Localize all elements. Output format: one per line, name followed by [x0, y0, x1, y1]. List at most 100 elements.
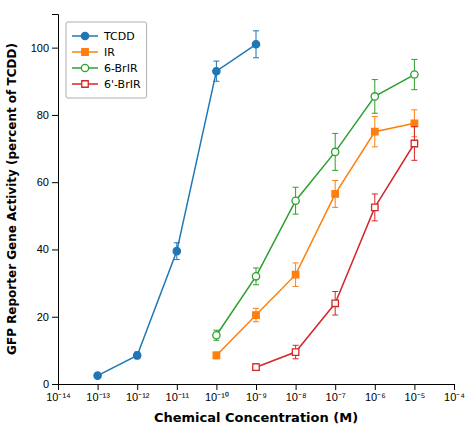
x-axis-tick-mark	[375, 384, 376, 390]
y-axis-tick-mark	[52, 384, 58, 385]
series-line	[216, 123, 414, 355]
x-axis-tick-mark	[177, 384, 178, 390]
y-axis-tick: 20	[37, 311, 58, 323]
y-axis-tick-label: 100	[31, 42, 49, 54]
error-bar	[253, 31, 259, 58]
x-axis-tick-mark	[414, 384, 415, 390]
x-axis-tick: 10⁻¹²	[126, 384, 150, 403]
x-axis-tick-label: 10⁻⁹	[246, 391, 267, 403]
x-axis-tick-label: 10⁻¹¹	[166, 391, 190, 403]
point	[213, 352, 219, 358]
x-axis-tick: 10⁻⁴	[444, 384, 465, 403]
series	[213, 110, 417, 359]
error-bar	[253, 268, 259, 285]
y-axis-tick: 60	[37, 176, 58, 188]
x-axis-title: Chemical Concentration (M)	[154, 410, 358, 425]
y-axis-tick-mark	[52, 317, 58, 318]
x-axis-tick-mark	[335, 384, 336, 390]
x-axis-tick-mark	[137, 384, 138, 390]
x-axis-tick-mark	[256, 384, 257, 390]
plot: 10⁻¹⁴ 10⁻¹³ 10⁻¹² 10⁻¹¹ 10⁻¹⁰ 10⁻⁹ 10⁻⁸ 10⁻⁷ 10⁻…	[31, 15, 466, 403]
y-axis-line	[52, 15, 59, 385]
legend-item: TCDD	[72, 30, 135, 43]
error-bar	[293, 263, 299, 287]
x-axis-tick-mark	[296, 384, 297, 390]
point	[252, 41, 259, 48]
point	[134, 352, 141, 359]
point	[332, 148, 339, 155]
legend-marker	[82, 49, 88, 55]
point	[292, 197, 299, 204]
series	[94, 31, 260, 379]
legend-item: 6'-BrIR	[72, 78, 141, 91]
x-axis-line	[59, 385, 455, 391]
x-axis-tick-mark	[454, 384, 455, 390]
error-bar	[253, 364, 259, 371]
x-axis-tick-mark	[98, 384, 99, 390]
error-bar	[332, 133, 338, 170]
x-axis-tick: 10⁻⁷	[326, 384, 346, 403]
y-axis-tick-mark	[52, 48, 58, 49]
x-axis-tick-label: 10⁻¹⁰	[205, 391, 229, 403]
y-axis-tick-label: 60	[37, 176, 49, 188]
series-line	[216, 75, 414, 336]
y-axis: 020406080100	[31, 15, 59, 391]
error-bar	[213, 61, 219, 81]
y-axis-tick-mark	[52, 249, 58, 250]
error-bar	[332, 181, 338, 208]
y-axis-tick: 100	[31, 42, 58, 54]
error-bar	[134, 352, 140, 359]
point	[253, 312, 259, 318]
x-axis-tick-label: 10⁻⁸	[286, 391, 307, 403]
x-axis-tick-label: 10⁻¹⁴	[46, 391, 71, 403]
series	[213, 59, 418, 340]
point	[94, 372, 101, 379]
background	[0, 0, 474, 432]
legend: TCDDIR6-BrIR6'-BrIR	[66, 22, 147, 98]
point	[371, 93, 378, 100]
y-axis-tick-label: 20	[37, 311, 49, 323]
error-bar	[372, 194, 378, 221]
x-axis-tick: 10⁻¹³	[86, 384, 110, 403]
error-bar	[293, 187, 299, 214]
y-axis-tick: 0	[43, 378, 58, 390]
legend-label: TCDD	[103, 30, 135, 43]
y-axis-tick-mark	[52, 182, 58, 183]
error-bar	[174, 243, 180, 260]
x-axis-tick-label: 10⁻⁶	[365, 391, 386, 403]
error-bar	[411, 59, 417, 89]
legend-label: 6-BrIR	[104, 62, 138, 75]
x-axis-tick-label: 10⁻⁷	[326, 391, 346, 403]
x-axis-tick-label: 10⁻⁵	[405, 391, 426, 403]
chart: 10⁻¹⁴ 10⁻¹³ 10⁻¹² 10⁻¹¹ 10⁻¹⁰ 10⁻⁹ 10⁻⁸ 10⁻⁷ 10⁻…	[0, 0, 474, 432]
point	[411, 140, 417, 146]
point	[372, 128, 378, 134]
point	[173, 247, 180, 254]
x-axis-tick: 10⁻⁸	[286, 384, 307, 403]
point	[213, 332, 220, 339]
point	[252, 273, 259, 280]
x-axis-tick-label: 10⁻¹³	[86, 391, 110, 403]
error-bar	[253, 308, 259, 321]
x-axis-tick: 10⁻¹¹	[166, 384, 190, 403]
point	[292, 271, 298, 277]
legend-marker	[82, 81, 88, 87]
x-axis-tick-label: 10⁻¹²	[126, 391, 150, 403]
point	[411, 120, 417, 126]
x-axis-tick: 10⁻¹⁴	[46, 384, 71, 403]
point	[253, 364, 259, 370]
legend-label: 6'-BrIR	[104, 78, 141, 91]
legend-marker	[81, 32, 88, 39]
x-axis-tick: 10⁻⁶	[365, 384, 386, 403]
y-axis-tick-mark	[52, 115, 58, 116]
error-bar	[372, 80, 378, 114]
legend-marker	[81, 64, 88, 71]
y-axis-tick: 40	[37, 243, 58, 255]
legend-item: 6-BrIR	[72, 62, 138, 75]
x-axis-tick: 10⁻⁹	[246, 384, 267, 403]
point	[332, 300, 338, 306]
error-bar	[213, 330, 219, 340]
point	[213, 68, 220, 75]
y-axis-tick-label: 0	[43, 378, 49, 390]
x-axis-tick: 10⁻⁵	[405, 384, 426, 403]
